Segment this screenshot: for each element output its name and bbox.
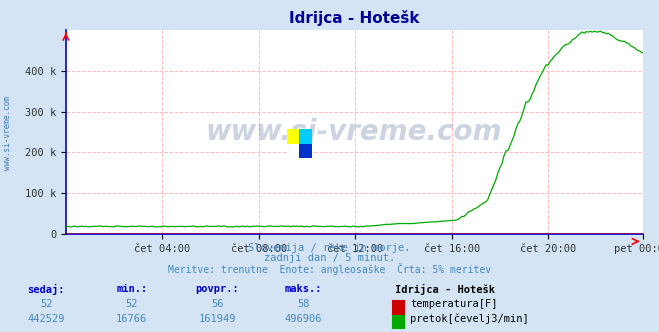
Text: 161949: 161949 — [199, 314, 236, 324]
Text: maks.:: maks.: — [285, 284, 322, 294]
Text: 58: 58 — [297, 299, 309, 309]
Text: Idrijca - Hotešk: Idrijca - Hotešk — [395, 284, 496, 295]
Text: 16766: 16766 — [116, 314, 148, 324]
Text: zadnji dan / 5 minut.: zadnji dan / 5 minut. — [264, 253, 395, 263]
Text: Meritve: trenutne  Enote: angleosaške  Črta: 5% meritev: Meritve: trenutne Enote: angleosaške Črt… — [168, 263, 491, 275]
Bar — [287, 143, 299, 158]
Text: temperatura[F]: temperatura[F] — [410, 299, 498, 309]
Text: www.si-vreme.com: www.si-vreme.com — [206, 118, 502, 146]
Text: 52: 52 — [40, 299, 52, 309]
Text: Slovenija / reke in morje.: Slovenija / reke in morje. — [248, 243, 411, 253]
Text: www.si-vreme.com: www.si-vreme.com — [3, 96, 13, 170]
Text: 496906: 496906 — [285, 314, 322, 324]
Bar — [299, 129, 312, 143]
Text: 56: 56 — [212, 299, 223, 309]
Text: pretok[čevelj3/min]: pretok[čevelj3/min] — [410, 314, 529, 324]
Text: min.:: min.: — [116, 284, 148, 294]
Bar — [287, 129, 299, 143]
Text: povpr.:: povpr.: — [196, 284, 239, 294]
Text: sedaj:: sedaj: — [28, 284, 65, 295]
Bar — [299, 143, 312, 158]
Text: 442529: 442529 — [28, 314, 65, 324]
Text: 52: 52 — [126, 299, 138, 309]
Title: Idrijca - Hotešk: Idrijca - Hotešk — [289, 10, 420, 26]
